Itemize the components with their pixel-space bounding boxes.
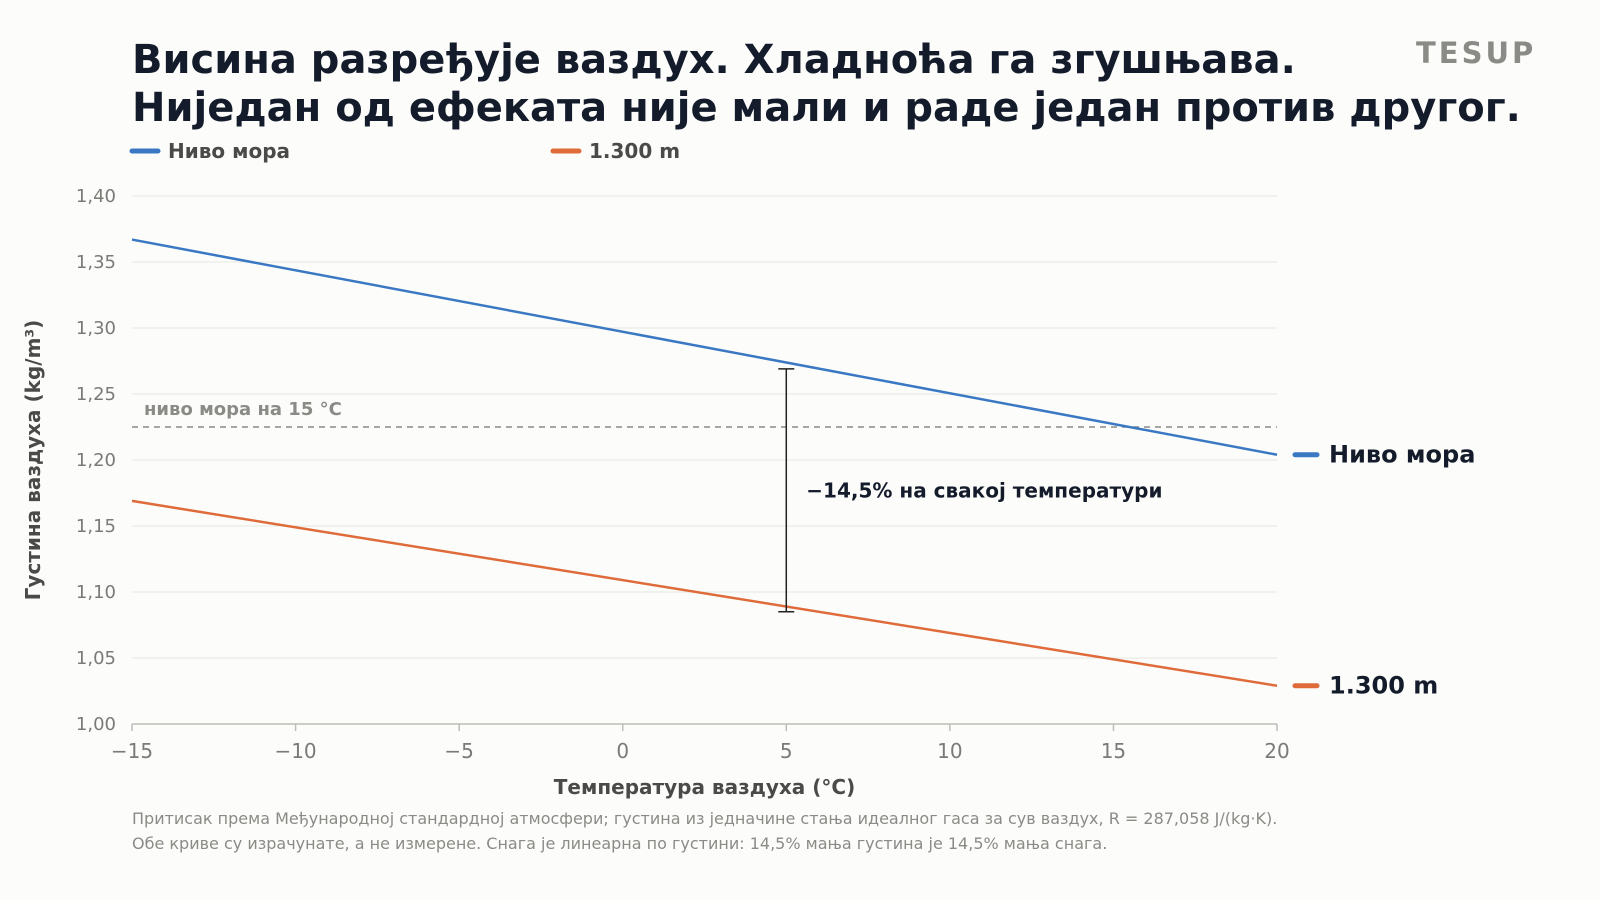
footnote: Притисак према Међународној стандардној …	[132, 806, 1277, 856]
chart-title: Висина разређује ваздух. Хладноћа га згу…	[132, 36, 1521, 132]
y-tick-label: 1,00	[76, 714, 116, 735]
y-tick-label: 1,10	[76, 582, 116, 603]
reference-line-group: ниво мора на 15 °C	[132, 399, 1277, 428]
footnote-line-2: Обе криве су израчунате, а не измерене. …	[132, 834, 1108, 853]
x-tick-label: 15	[1101, 739, 1126, 763]
legend: Ниво мора 1.300 m	[129, 139, 680, 163]
x-tick-label: −10	[274, 739, 316, 763]
footnote-line-1: Притисак према Међународној стандардној …	[132, 809, 1278, 828]
y-tick-label: 1,35	[76, 252, 116, 273]
axes: 1,00 1,05 1,10 1,15 1,20 1,25 1,30 1,35 1,40 −15 −…	[21, 186, 1290, 799]
title-line-1: Висина разређује ваздух. Хладноћа га згу…	[132, 37, 1296, 83]
x-tick-label: 0	[616, 739, 629, 763]
x-tick-label: 5	[780, 739, 793, 763]
grid	[132, 195, 1277, 659]
y-tick-label: 1,30	[76, 318, 116, 339]
x-tick-label: 20	[1264, 739, 1289, 763]
end-labels: Ниво мора 1.300 m	[1292, 441, 1475, 700]
x-tick-label: −5	[444, 739, 473, 763]
x-tick-label: −15	[111, 739, 153, 763]
series-group	[131, 238, 1278, 687]
x-axis-title: Температура ваздуха (°C)	[554, 775, 855, 799]
series-line	[131, 238, 1278, 456]
y-tick-label: 1,15	[76, 516, 116, 537]
y-tick-label: 1,40	[76, 186, 116, 207]
y-axis-title: Густина ваздуха (kg/m³)	[21, 320, 45, 601]
end-label: Ниво мора	[1329, 441, 1475, 469]
end-label: 1.300 m	[1329, 672, 1438, 700]
y-tick-label: 1,05	[76, 648, 116, 669]
y-tick-label: 1,25	[76, 384, 116, 405]
y-tick-label: 1,20	[76, 450, 116, 471]
legend-label: Ниво мора	[168, 139, 290, 163]
title-line-2: Ниједан од ефеката није мали и раде једа…	[132, 85, 1521, 131]
brand-logo: TESUP	[1416, 36, 1537, 70]
reference-line-label: ниво мора на 15 °C	[144, 399, 342, 420]
legend-label: 1.300 m	[589, 139, 680, 163]
x-tick-label: 10	[937, 739, 962, 763]
annotation-group: −14,5% на свакој температури	[778, 368, 1162, 613]
series-line	[131, 499, 1278, 687]
annotation-label: −14,5% на свакој температури	[806, 478, 1162, 502]
